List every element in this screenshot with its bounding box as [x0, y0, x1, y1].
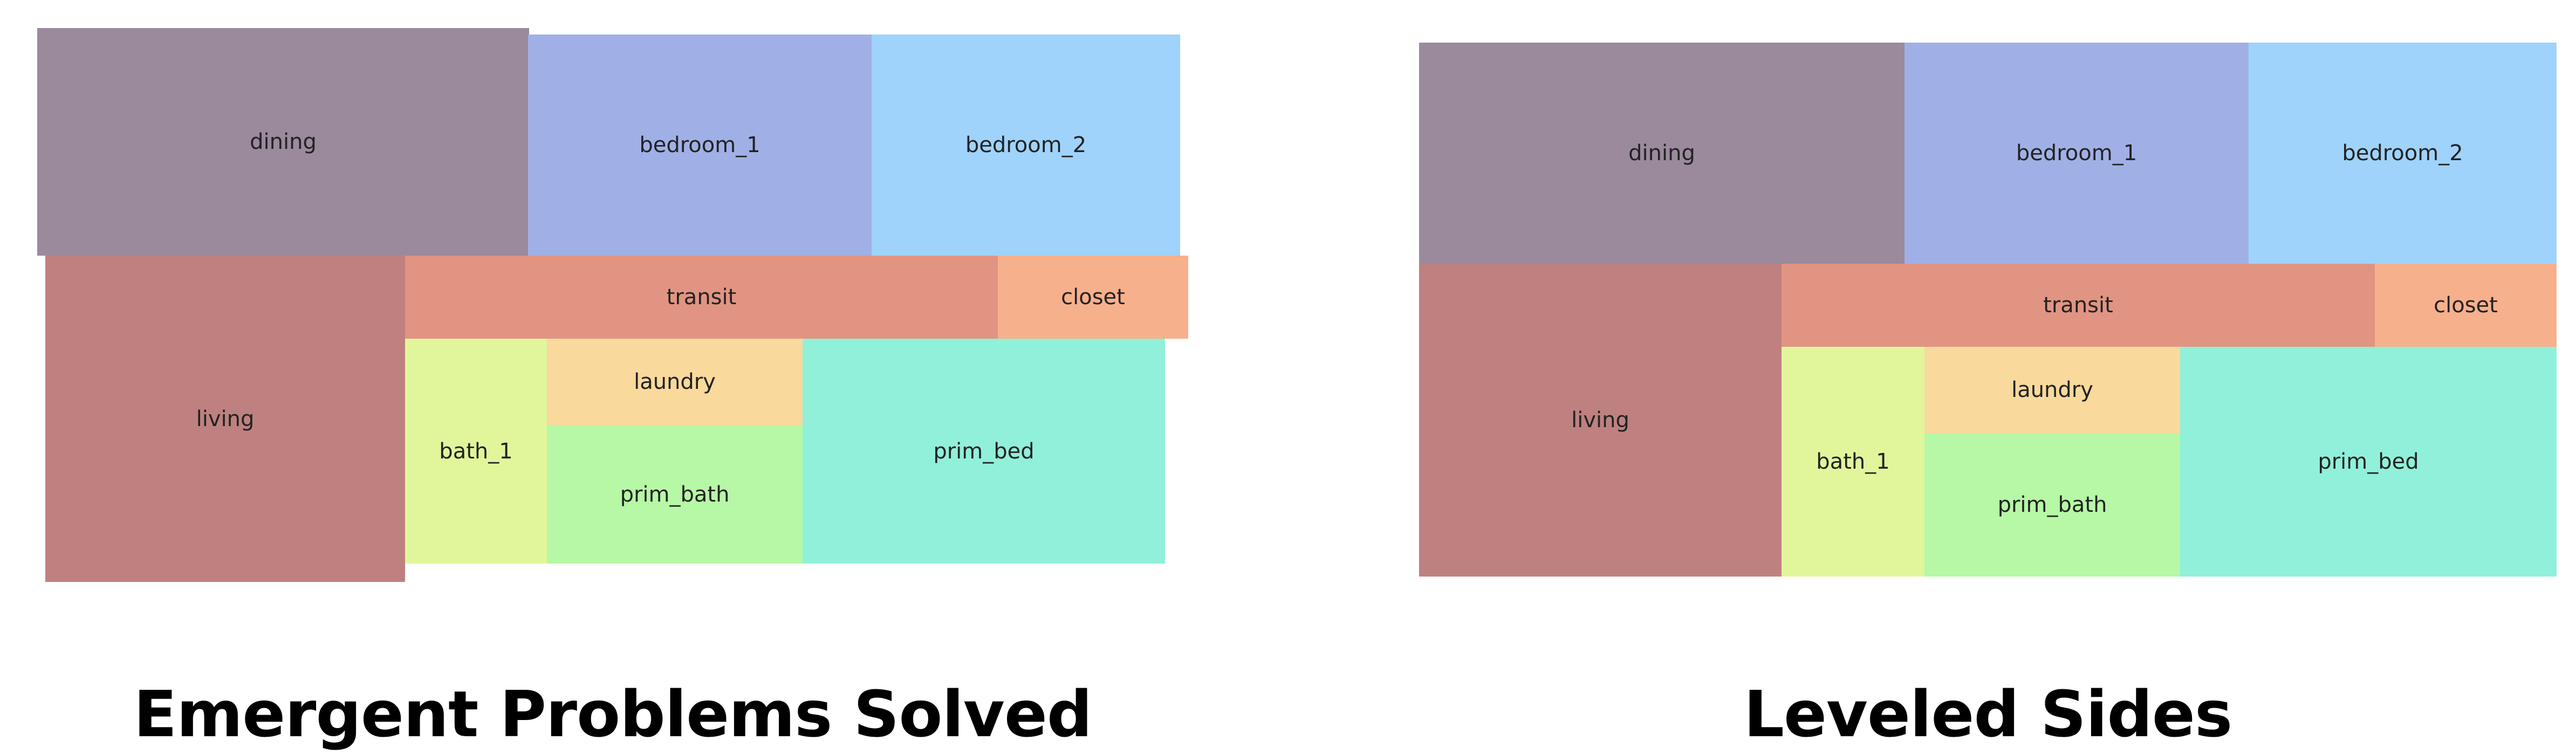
room-label: bedroom_2	[965, 133, 1087, 157]
room-living: living	[1419, 264, 1782, 577]
room-label: dining	[250, 129, 317, 154]
room-label: bath_1	[1816, 449, 1890, 474]
room-label: prim_bath	[620, 482, 730, 507]
caption-left: Emergent Problems Solved	[133, 677, 1093, 751]
room-label: transit	[666, 285, 737, 310]
room-laundry: laundry	[547, 339, 803, 425]
room-prim-bed: prim_bed	[803, 339, 1165, 564]
room-bath-1: bath_1	[405, 339, 547, 564]
room-label: laundry	[2011, 378, 2093, 402]
room-label: closet	[1061, 285, 1125, 310]
room-closet: closet	[998, 256, 1188, 339]
room-label: dining	[1628, 141, 1695, 166]
room-living: living	[45, 256, 405, 582]
room-laundry: laundry	[1924, 347, 2180, 433]
room-dining: dining	[1419, 43, 1904, 264]
room-label: transit	[2043, 293, 2113, 318]
room-label: closet	[2434, 293, 2498, 318]
room-transit: transit	[1782, 264, 2375, 347]
room-prim-bath: prim_bath	[547, 425, 803, 564]
room-label: bedroom_2	[2342, 141, 2463, 166]
room-label: living	[1571, 408, 1629, 433]
room-label: prim_bed	[2318, 449, 2419, 474]
room-label: bedroom_1	[639, 133, 761, 157]
room-prim-bath: prim_bath	[1924, 433, 2180, 577]
room-bedroom-2: bedroom_2	[872, 35, 1180, 256]
room-label: prim_bed	[933, 438, 1034, 464]
room-label: laundry	[634, 369, 716, 394]
caption-right: Leveled Sides	[1743, 677, 2232, 751]
room-label: bath_1	[439, 438, 513, 464]
room-bedroom-2: bedroom_2	[2249, 43, 2557, 264]
room-closet: closet	[2375, 264, 2557, 347]
room-label: bedroom_1	[2016, 141, 2137, 166]
room-bedroom-1: bedroom_1	[1904, 43, 2249, 264]
room-label: living	[196, 406, 255, 431]
room-transit: transit	[405, 256, 998, 339]
room-bath-1: bath_1	[1782, 347, 1924, 577]
room-bedroom-1: bedroom_1	[528, 35, 872, 256]
room-prim-bed: prim_bed	[2180, 347, 2557, 577]
room-label: prim_bath	[1997, 492, 2107, 517]
room-dining: dining	[37, 28, 529, 256]
